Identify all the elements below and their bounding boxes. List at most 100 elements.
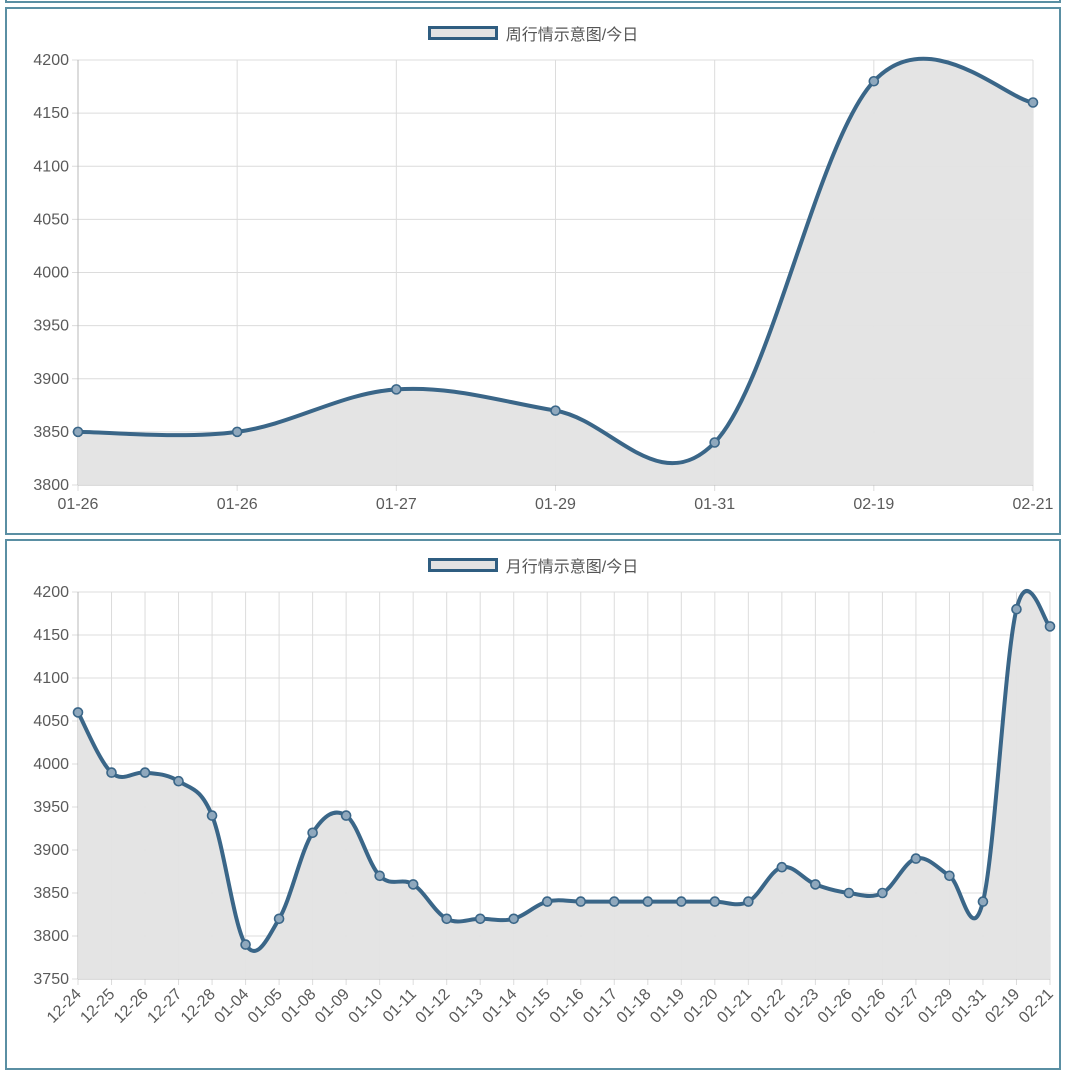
monthly-x-tick-label: 01-13	[446, 986, 487, 1027]
monthly-legend-swatch	[427, 558, 498, 572]
previous-panel-edge	[5, 0, 1061, 3]
weekly-x-tick-label: 01-26	[217, 496, 258, 513]
monthly-x-tick-label: 01-09	[312, 986, 353, 1027]
weekly-y-tick-label: 3950	[33, 318, 69, 335]
monthly-data-point[interactable]	[307, 827, 318, 839]
monthly-data-point[interactable]	[240, 939, 251, 950]
weekly-x-tick-label: 02-19	[853, 496, 894, 513]
weekly-x-tick-label: 01-26	[58, 496, 99, 513]
weekly-x-tick-label: 02-21	[1013, 496, 1054, 513]
monthly-data-point[interactable]	[173, 775, 184, 787]
weekly-data-point[interactable]	[1027, 97, 1039, 108]
monthly-x-tick-label: 01-23	[781, 986, 822, 1027]
monthly-x-tick-label: 01-04	[211, 986, 252, 1027]
monthly-x-tick-label: 01-21	[714, 986, 755, 1027]
monthly-chart-canvas: 4200 4150 4100 4050 4000 3950 3900 3850 3800 3750…	[33, 584, 1057, 1027]
weekly-legend-swatch	[427, 26, 498, 40]
monthly-data-point[interactable]	[106, 767, 117, 778]
weekly-y-tick-label: 4000	[33, 265, 69, 282]
monthly-x-tick-label: 01-29	[915, 986, 956, 1027]
monthly-data-point[interactable]	[441, 913, 452, 925]
weekly-area-fill	[78, 58, 1033, 486]
monthly-legend-label: 月行情示意图/今日	[505, 559, 639, 576]
monthly-data-point[interactable]	[776, 861, 788, 873]
weekly-y-tick-label: 3850	[33, 424, 69, 441]
monthly-x-tick-label: 02-19	[982, 986, 1023, 1027]
monthly-x-tick-label: 01-20	[681, 986, 722, 1027]
monthly-x-tick-label: 01-11	[380, 986, 420, 1026]
monthly-y-tick-label: 4200	[33, 584, 69, 601]
monthly-x-tick-label: 01-19	[647, 986, 688, 1027]
weekly-y-tick-label: 4050	[33, 211, 69, 228]
monthly-x-tick-label: 01-10	[346, 986, 387, 1027]
weekly-data-point[interactable]	[72, 426, 84, 438]
weekly-y-tick-label: 4150	[33, 105, 69, 122]
monthly-x-tick-label: 01-27	[882, 986, 923, 1027]
monthly-y-tick-label: 3950	[33, 799, 69, 816]
monthly-x-tick-label: 01-16	[547, 986, 588, 1027]
monthly-chart-legend[interactable]: 月行情示意图/今日	[7, 553, 1059, 577]
weekly-y-tick-label: 4100	[33, 158, 69, 175]
monthly-data-point[interactable]	[340, 810, 352, 821]
weekly-data-point[interactable]	[868, 75, 880, 87]
monthly-x-tick-label: 12-26	[111, 986, 152, 1027]
monthly-data-point[interactable]	[575, 896, 587, 907]
monthly-y-tick-label: 3900	[33, 842, 69, 859]
monthly-x-tick-label: 12-25	[77, 986, 118, 1027]
weekly-y-tick-label: 4200	[33, 52, 69, 69]
monthly-y-tick-label: 3850	[33, 885, 69, 902]
monthly-data-point[interactable]	[642, 896, 654, 907]
monthly-data-point[interactable]	[273, 913, 285, 925]
monthly-x-tick-label: 01-18	[614, 986, 655, 1027]
weekly-x-tick-label: 01-27	[376, 496, 417, 513]
monthly-x-tick-label: 01-17	[580, 986, 621, 1027]
monthly-x-tick-label: 01-26	[815, 986, 856, 1027]
weekly-data-point[interactable]	[709, 437, 720, 448]
monthly-x-tick-label: 12-27	[144, 986, 185, 1027]
monthly-data-point[interactable]	[1044, 621, 1056, 632]
monthly-data-point[interactable]	[810, 879, 821, 890]
monthly-x-tick-label: 12-24	[44, 986, 85, 1027]
monthly-data-point[interactable]	[407, 879, 419, 890]
weekly-y-tick-label: 3800	[33, 477, 69, 494]
monthly-chart-panel: 月行情示意图/今日 4200 4150 4100 4050 4000 3950 3900 38…	[5, 539, 1061, 1070]
weekly-data-point[interactable]	[550, 405, 561, 416]
weekly-legend-label: 周行情示意图/今日	[505, 27, 639, 44]
monthly-data-point[interactable]	[676, 896, 687, 907]
monthly-data-point[interactable]	[474, 913, 486, 925]
monthly-data-point[interactable]	[608, 896, 620, 907]
monthly-data-point[interactable]	[843, 887, 855, 899]
monthly-data-point[interactable]	[709, 896, 721, 907]
monthly-x-tick-label: 01-14	[480, 986, 521, 1027]
weekly-x-tick-label: 01-31	[694, 496, 735, 513]
monthly-x-tick-label: 01-26	[848, 986, 889, 1027]
monthly-data-point[interactable]	[1011, 603, 1022, 615]
weekly-chart-legend[interactable]: 周行情示意图/今日	[7, 21, 1059, 45]
monthly-x-tick-label: 01-08	[278, 986, 319, 1027]
monthly-y-tick-label: 4100	[33, 670, 69, 687]
monthly-x-tick-label: 12-28	[178, 986, 219, 1027]
monthly-x-tick-label: 01-12	[413, 986, 454, 1027]
monthly-data-point[interactable]	[508, 913, 520, 925]
monthly-data-point[interactable]	[374, 870, 385, 882]
monthly-data-point[interactable]	[743, 896, 754, 907]
monthly-data-point[interactable]	[877, 887, 888, 899]
weekly-x-tick-label: 01-29	[535, 496, 576, 513]
monthly-data-point[interactable]	[910, 853, 922, 864]
monthly-data-point[interactable]	[72, 707, 84, 718]
monthly-y-tick-label: 4050	[33, 713, 69, 730]
monthly-data-point[interactable]	[206, 810, 218, 821]
monthly-data-point[interactable]	[977, 896, 989, 907]
monthly-data-point[interactable]	[139, 767, 151, 778]
monthly-y-tick-label: 4150	[33, 627, 69, 644]
monthly-x-tick-label: 02-21	[1016, 986, 1057, 1027]
monthly-y-tick-label: 3750	[33, 971, 69, 988]
monthly-data-point[interactable]	[541, 896, 553, 907]
monthly-x-tick-label: 01-31	[949, 986, 990, 1027]
monthly-data-point[interactable]	[944, 870, 955, 882]
monthly-x-tick-label: 01-22	[748, 986, 789, 1027]
weekly-chart-panel: 周行情示意图/今日 4200 4150 4100 4050 4000 3950 3900 38…	[5, 7, 1061, 535]
weekly-data-point[interactable]	[231, 426, 243, 438]
weekly-y-tick-label: 3900	[33, 371, 69, 388]
weekly-data-point[interactable]	[391, 384, 402, 395]
